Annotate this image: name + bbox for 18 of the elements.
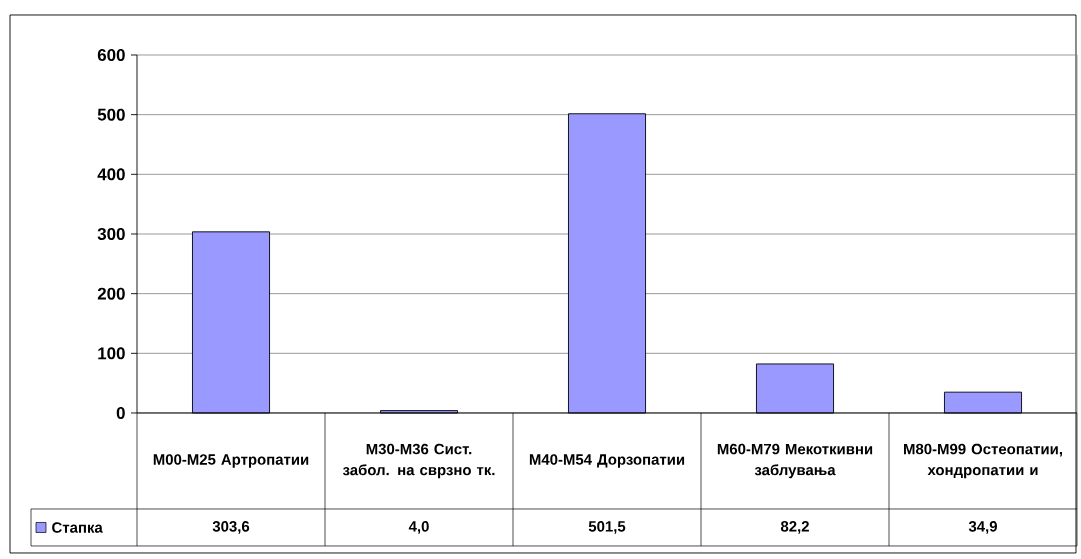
y-tick-label: 200 <box>97 287 125 300</box>
data-label: 34,9 <box>968 521 997 534</box>
data-label: 303,6 <box>212 521 250 534</box>
data-label: 4,0 <box>408 521 429 534</box>
y-tick-label: 100 <box>98 347 125 360</box>
legend-label: Стапка <box>52 522 103 533</box>
y-tick-label: 400 <box>97 168 125 181</box>
y-tick-label: 300 <box>97 227 125 240</box>
data-label: 82,2 <box>780 521 809 534</box>
x-tick-label: M80-M99 Остеопатии, хондропатии и <box>904 443 1062 479</box>
x-tick-label: M60-M79 Мекоткивни заблувања <box>717 443 873 479</box>
x-tick-label: M30-M36 Сист. забол. на сврзно тк. <box>342 443 495 479</box>
data-label: 501,5 <box>588 521 626 534</box>
y-tick-label: 0 <box>116 406 125 419</box>
y-tick-label: 600 <box>97 48 125 61</box>
x-tick-label: M00-M25 Артропатии <box>153 454 309 468</box>
y-tick-label: 500 <box>97 108 125 121</box>
x-tick-label: M40-M54 Дорзопатии <box>529 454 685 468</box>
